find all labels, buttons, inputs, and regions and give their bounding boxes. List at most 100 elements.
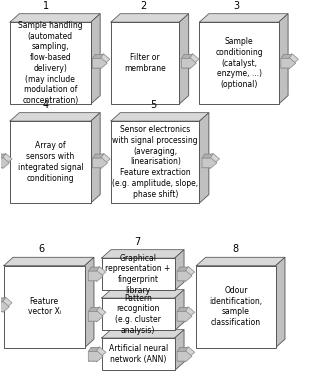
Polygon shape — [88, 270, 103, 282]
Polygon shape — [281, 64, 292, 68]
Polygon shape — [88, 347, 99, 352]
Text: Sensor electronics
with signal processing
(averaging,
linearisation)
Feature ext: Sensor electronics with signal processin… — [112, 125, 198, 199]
Polygon shape — [95, 153, 110, 165]
Polygon shape — [91, 113, 100, 203]
Text: Array of
sensors with
integrated signal
conditioning: Array of sensors with integrated signal … — [17, 142, 83, 183]
Polygon shape — [10, 113, 100, 121]
Polygon shape — [92, 64, 103, 68]
Polygon shape — [196, 257, 285, 266]
Polygon shape — [91, 347, 106, 358]
Text: 5: 5 — [150, 100, 156, 110]
Text: Pattern
recognition
(e.g. cluster
analysis): Pattern recognition (e.g. cluster analys… — [115, 294, 161, 335]
Polygon shape — [202, 157, 217, 169]
Polygon shape — [0, 157, 9, 169]
Polygon shape — [92, 54, 103, 58]
Polygon shape — [180, 347, 195, 358]
Polygon shape — [0, 308, 5, 312]
Text: Graphical
representation +
fingerprint
library: Graphical representation + fingerprint l… — [105, 254, 171, 295]
Polygon shape — [177, 270, 192, 282]
Polygon shape — [177, 350, 192, 362]
Polygon shape — [177, 317, 188, 321]
FancyBboxPatch shape — [196, 266, 275, 348]
Polygon shape — [102, 250, 184, 258]
Text: Feature
vector Xᵢ: Feature vector Xᵢ — [27, 297, 61, 316]
Polygon shape — [180, 266, 195, 278]
Polygon shape — [0, 164, 5, 168]
Polygon shape — [177, 267, 188, 271]
FancyBboxPatch shape — [102, 298, 175, 330]
Polygon shape — [281, 54, 292, 58]
Polygon shape — [0, 153, 12, 165]
Polygon shape — [0, 298, 5, 302]
Polygon shape — [199, 14, 288, 22]
FancyBboxPatch shape — [102, 258, 175, 290]
FancyBboxPatch shape — [102, 338, 175, 370]
Polygon shape — [88, 310, 103, 322]
Polygon shape — [88, 267, 99, 271]
Polygon shape — [175, 330, 184, 370]
Polygon shape — [0, 297, 12, 309]
Polygon shape — [93, 164, 104, 168]
Polygon shape — [205, 153, 220, 165]
Polygon shape — [177, 277, 188, 281]
Polygon shape — [93, 157, 108, 169]
Polygon shape — [91, 266, 106, 278]
Polygon shape — [175, 250, 184, 290]
Text: Sample handling
(automated
sampling,
flow-based
delivery)
(may include
modulatio: Sample handling (automated sampling, flo… — [18, 21, 83, 105]
Polygon shape — [92, 58, 107, 69]
Polygon shape — [88, 317, 99, 321]
Polygon shape — [177, 310, 192, 322]
Polygon shape — [91, 14, 100, 104]
Polygon shape — [284, 54, 299, 65]
Polygon shape — [180, 307, 195, 318]
Polygon shape — [88, 277, 99, 281]
Polygon shape — [182, 58, 196, 69]
Polygon shape — [102, 290, 184, 298]
Polygon shape — [179, 14, 189, 104]
Polygon shape — [281, 58, 296, 69]
Polygon shape — [175, 290, 184, 330]
Polygon shape — [177, 347, 188, 352]
Text: Artificial neural
network (ANN): Artificial neural network (ANN) — [109, 344, 168, 364]
Text: Filter or
membrane: Filter or membrane — [124, 53, 166, 73]
Polygon shape — [184, 54, 199, 65]
Polygon shape — [93, 154, 104, 158]
Text: 3: 3 — [234, 1, 240, 11]
Polygon shape — [102, 330, 184, 338]
Polygon shape — [111, 113, 209, 121]
Text: 2: 2 — [140, 1, 147, 11]
Polygon shape — [88, 357, 99, 361]
Polygon shape — [4, 257, 94, 266]
Polygon shape — [10, 14, 100, 22]
FancyBboxPatch shape — [199, 22, 279, 104]
Polygon shape — [91, 307, 106, 318]
Polygon shape — [111, 14, 189, 22]
Polygon shape — [202, 164, 213, 168]
FancyBboxPatch shape — [111, 22, 179, 104]
Polygon shape — [0, 154, 5, 158]
Polygon shape — [88, 308, 99, 312]
Polygon shape — [0, 301, 9, 312]
Polygon shape — [199, 113, 209, 203]
FancyBboxPatch shape — [10, 121, 91, 203]
Polygon shape — [177, 308, 188, 312]
Polygon shape — [275, 257, 285, 348]
Polygon shape — [182, 64, 193, 68]
FancyBboxPatch shape — [111, 121, 199, 203]
Polygon shape — [88, 350, 103, 362]
FancyBboxPatch shape — [4, 266, 85, 348]
FancyBboxPatch shape — [10, 22, 91, 104]
Polygon shape — [202, 154, 213, 158]
Text: 6: 6 — [38, 244, 44, 254]
Polygon shape — [279, 14, 288, 104]
Text: 4: 4 — [43, 100, 49, 110]
Polygon shape — [85, 257, 94, 348]
Text: 1: 1 — [43, 1, 49, 11]
Polygon shape — [95, 54, 110, 65]
Text: Odour
identification,
sample
classification: Odour identification, sample classificat… — [209, 286, 262, 327]
Polygon shape — [182, 54, 193, 58]
Text: Sample
conditioning
(catalyst,
enzyme, ...)
(optional): Sample conditioning (catalyst, enzyme, .… — [215, 37, 263, 89]
Text: 8: 8 — [232, 244, 238, 254]
Text: 7: 7 — [134, 237, 140, 247]
Polygon shape — [177, 357, 188, 361]
